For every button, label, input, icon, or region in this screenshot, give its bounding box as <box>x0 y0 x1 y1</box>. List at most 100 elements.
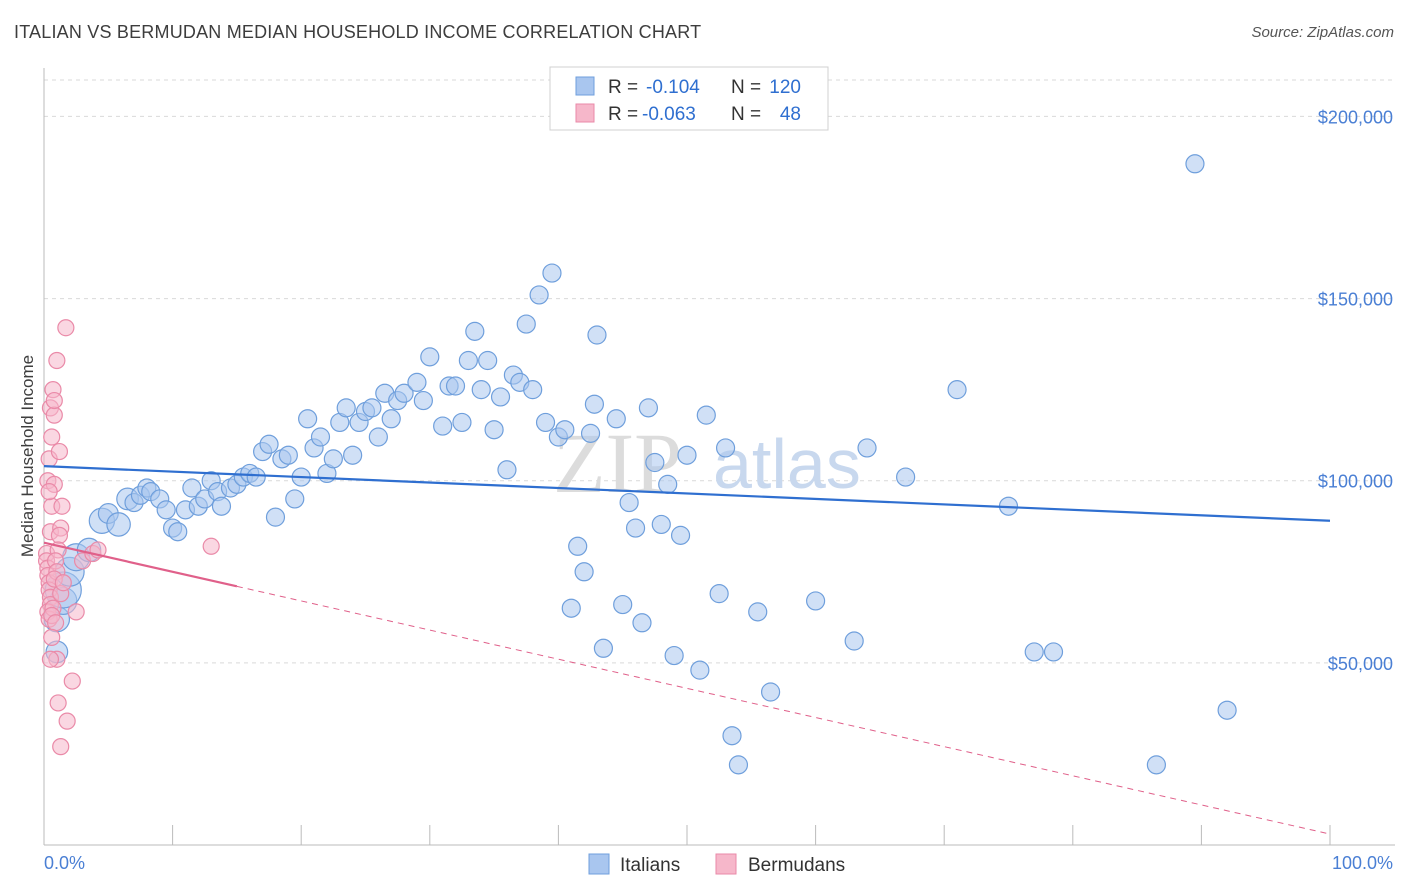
trend-lines <box>43 465 1331 835</box>
bermudans-points <box>37 319 220 756</box>
italians-point <box>561 598 581 618</box>
bermudans-trend-line <box>43 541 238 588</box>
italians-point <box>651 514 671 535</box>
bermudans-point <box>53 497 71 515</box>
bottom-legend: Italians Bermudans <box>588 853 845 876</box>
italians-point <box>478 350 498 371</box>
legend-n-label-italians: N = <box>731 77 761 98</box>
bottom-legend-bermudans: Bermudans <box>748 855 845 876</box>
y-tick-labels: $50,000 $100,000 $150,000 $200,000 <box>1318 107 1393 673</box>
source-label: Source: ZipAtlas.com <box>1251 24 1394 41</box>
legend-r-label-italians: R = <box>608 77 638 98</box>
italians-point <box>645 452 665 473</box>
bermudans-point <box>202 537 220 555</box>
bottom-legend-swatch-bermudans <box>715 853 737 875</box>
bermudans-point <box>50 526 69 544</box>
italians-point <box>310 427 331 447</box>
italians-point <box>368 427 388 447</box>
bermudans-point <box>43 628 61 646</box>
bermudans-point <box>63 672 81 690</box>
bermudans-trend-extension <box>236 585 1331 835</box>
bermudans-point <box>52 738 70 756</box>
italians-point <box>593 638 614 658</box>
italians-point <box>211 496 232 516</box>
y-tick-label: $50,000 <box>1328 654 1393 674</box>
italians-point <box>587 325 607 345</box>
bermudans-point <box>54 574 72 592</box>
italians-point <box>580 423 601 443</box>
bermudans-point <box>41 650 60 668</box>
italians-trend-line <box>43 465 1331 522</box>
legend-r-label-bermudans: R = <box>608 104 638 125</box>
italians-point <box>625 518 646 538</box>
italians-point <box>1043 642 1064 662</box>
italians-point <box>1024 642 1044 662</box>
italians-point <box>606 409 626 429</box>
italians-point <box>896 467 916 487</box>
legend-r-value-italians: -0.104 <box>646 77 700 98</box>
italians-point <box>265 507 286 527</box>
italians-point <box>484 420 504 440</box>
italians-point <box>748 602 768 622</box>
italians-point <box>1146 755 1166 775</box>
italians-point <box>298 409 318 429</box>
italians-point <box>465 321 485 341</box>
italians-point <box>420 347 440 367</box>
bermudans-point <box>43 428 61 446</box>
bermudans-point <box>46 614 65 632</box>
italians-point <box>638 398 659 418</box>
italians-point <box>857 438 877 458</box>
y-tick-label: $150,000 <box>1318 290 1393 310</box>
legend-r-value-bermudans: -0.063 <box>642 104 696 125</box>
italians-point <box>445 376 466 396</box>
italians-point <box>407 372 427 392</box>
italians-point <box>535 412 556 433</box>
italians-point <box>690 660 710 680</box>
italians-point <box>106 512 131 537</box>
legend: R = -0.104 N = 120 R = -0.063 N = 48 <box>549 66 829 131</box>
italians-point <box>336 398 356 418</box>
italians-point <box>728 755 749 775</box>
bermudans-point <box>57 319 75 337</box>
bermudans-point <box>40 483 58 501</box>
italians-point <box>709 584 729 604</box>
italians-point <box>413 390 433 411</box>
italians-point <box>362 398 382 418</box>
italians-point <box>490 387 511 407</box>
italians-point <box>323 449 343 469</box>
italians-point <box>433 416 453 436</box>
italians-point <box>542 263 562 283</box>
italians-point <box>278 445 298 465</box>
italians-point <box>1185 154 1205 174</box>
chart-title: ITALIAN VS BERMUDAN MEDIAN HOUSEHOLD INC… <box>14 22 702 42</box>
bermudans-point <box>45 391 63 410</box>
italians-point <box>670 525 691 545</box>
italians-point <box>722 726 742 746</box>
italians-point <box>844 631 864 651</box>
italians-point <box>285 489 305 509</box>
bottom-legend-italians: Italians <box>620 855 680 876</box>
italians-point <box>584 394 605 414</box>
italians-point <box>452 412 472 433</box>
italians-point <box>394 383 414 403</box>
legend-box <box>549 66 829 131</box>
italians-point <box>658 474 678 494</box>
bottom-legend-swatch-italians <box>588 853 610 875</box>
watermark-atlas: atlas <box>713 425 861 503</box>
italians-point <box>516 314 536 334</box>
italians-point <box>246 467 266 487</box>
legend-swatch-bermudans <box>575 103 595 123</box>
italians-point <box>381 409 401 429</box>
italians-point <box>555 420 575 440</box>
legend-swatch-italians <box>575 76 595 96</box>
italians-point <box>168 522 188 542</box>
italians-point <box>259 434 279 454</box>
italians-point <box>1217 700 1237 720</box>
italians-point <box>156 500 176 520</box>
italians-point <box>182 478 202 498</box>
italians-point <box>805 591 826 611</box>
italians-point <box>696 405 716 425</box>
bermudans-point <box>67 603 85 621</box>
italians-point <box>497 460 517 480</box>
